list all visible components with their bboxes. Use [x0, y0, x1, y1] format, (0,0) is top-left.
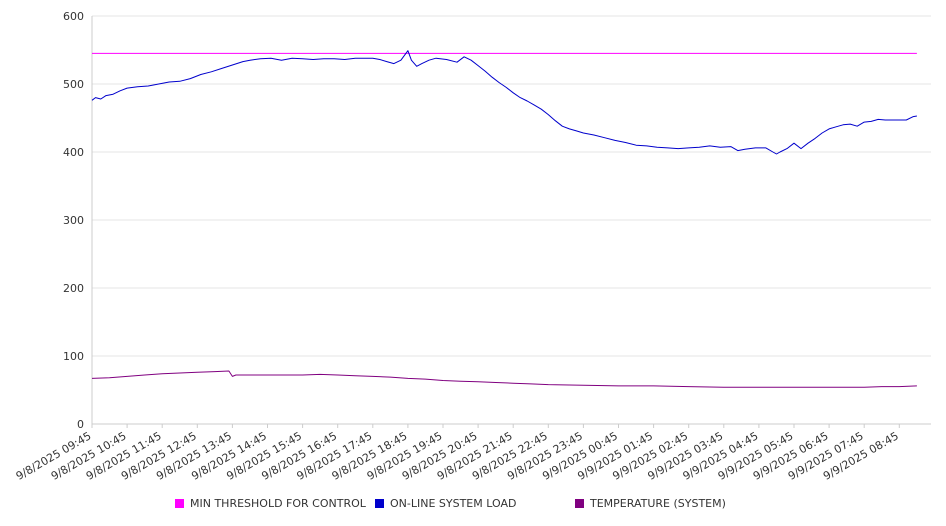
y-tick-label: 0 [77, 418, 84, 431]
y-tick-label: 100 [63, 350, 84, 363]
legend-swatch-temperature-system [575, 499, 584, 508]
legend: MIN THRESHOLD FOR CONTROL ON-LINE SYSTEM… [0, 497, 946, 515]
series-line-temperature-system [91, 370, 917, 388]
y-tick-label: 600 [63, 10, 84, 23]
series-line-on-line-system-load [91, 50, 917, 155]
legend-label-temperature-system: TEMPERATURE (SYSTEM) [590, 497, 726, 510]
y-tick-label: 400 [63, 146, 84, 159]
series-lines [91, 50, 917, 388]
legend-swatch-online-system-load [375, 499, 384, 508]
y-tick-label: 500 [63, 78, 84, 91]
y-tick-label: 300 [63, 214, 84, 227]
grid-lines [92, 15, 931, 357]
y-tick-labels: 0 100 200 300 400 500 600 [63, 10, 84, 431]
legend-item-online-system-load: ON-LINE SYSTEM LOAD [375, 497, 516, 510]
axes [91, 16, 931, 428]
y-tick-label: 200 [63, 282, 84, 295]
x-tick-labels: 9/8/2025 09:459/8/2025 10:459/8/2025 11:… [14, 429, 901, 483]
legend-swatch-min-threshold [175, 499, 184, 508]
legend-label-min-threshold: MIN THRESHOLD FOR CONTROL [190, 497, 366, 510]
legend-label-online-system-load: ON-LINE SYSTEM LOAD [390, 497, 517, 510]
legend-item-min-threshold: MIN THRESHOLD FOR CONTROL [175, 497, 366, 510]
legend-item-temperature-system: TEMPERATURE (SYSTEM) [575, 497, 726, 510]
